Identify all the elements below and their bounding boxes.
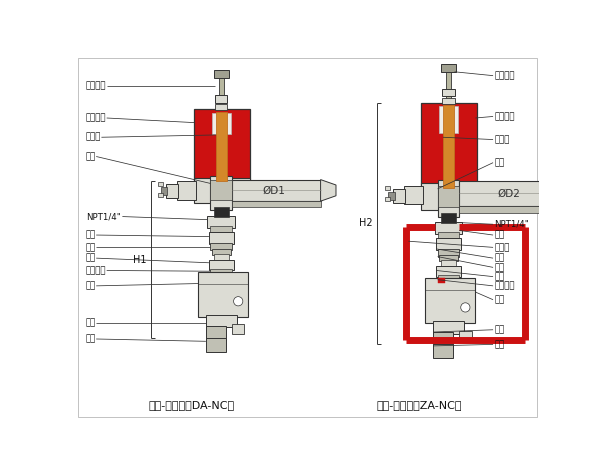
Bar — [441, 213, 456, 224]
Bar — [214, 206, 229, 217]
Text: 螺母: 螺母 — [494, 325, 505, 334]
Text: 螺套: 螺套 — [86, 335, 96, 344]
Bar — [208, 216, 235, 228]
Bar — [441, 260, 456, 267]
Text: ØD1: ØD1 — [262, 185, 285, 196]
Bar — [425, 278, 475, 323]
Text: 调节螺栓: 调节螺栓 — [86, 81, 106, 90]
Text: 防转: 防转 — [494, 263, 505, 272]
Text: H1: H1 — [133, 255, 146, 265]
Bar — [194, 178, 250, 203]
Bar — [214, 70, 229, 78]
Bar — [437, 275, 459, 280]
Bar — [232, 324, 244, 334]
Bar — [437, 249, 459, 257]
Bar — [219, 70, 224, 102]
Polygon shape — [320, 180, 336, 201]
Bar — [214, 253, 229, 261]
Text: 阀芯: 阀芯 — [86, 254, 96, 263]
Text: 密封填料: 密封填料 — [86, 266, 106, 275]
Bar — [436, 266, 461, 277]
Text: 调节螺栓: 调节螺栓 — [494, 71, 515, 80]
Bar — [211, 269, 232, 274]
Bar — [442, 98, 455, 104]
Bar — [421, 102, 477, 188]
Bar — [232, 180, 320, 201]
Bar — [158, 182, 163, 186]
Bar — [437, 186, 459, 207]
Text: 连接头: 连接头 — [494, 243, 510, 252]
Bar — [198, 272, 248, 317]
Bar — [437, 232, 459, 240]
Bar — [216, 112, 227, 181]
Text: 活塞: 活塞 — [494, 158, 505, 167]
Circle shape — [461, 303, 470, 312]
Bar — [209, 260, 233, 270]
Bar — [215, 95, 227, 102]
Bar — [433, 332, 453, 346]
Bar — [436, 238, 461, 251]
Bar — [388, 192, 395, 200]
Bar — [232, 201, 320, 207]
Bar — [209, 232, 233, 244]
Bar — [206, 326, 226, 340]
Bar — [393, 189, 405, 203]
Bar — [442, 89, 455, 96]
Text: 防转: 防转 — [86, 243, 96, 252]
Bar — [404, 186, 423, 204]
Bar — [194, 109, 250, 182]
Text: ØD2: ØD2 — [497, 188, 520, 198]
Text: 压紧弹簧: 压紧弹簧 — [86, 113, 106, 123]
Text: NPT1/4": NPT1/4" — [86, 212, 121, 221]
Bar — [459, 206, 558, 213]
Text: 连接杆: 连接杆 — [494, 135, 510, 144]
Text: 阀体: 阀体 — [494, 295, 505, 304]
Bar — [446, 64, 451, 102]
Bar — [437, 278, 445, 283]
Bar — [459, 181, 558, 206]
Bar — [211, 176, 232, 210]
Bar — [211, 180, 232, 200]
Bar — [212, 113, 230, 134]
Bar — [433, 345, 453, 358]
Bar — [421, 183, 477, 211]
Text: 密封填料: 密封填料 — [494, 282, 515, 290]
Bar — [437, 180, 459, 217]
Bar — [385, 197, 390, 201]
Bar — [161, 188, 167, 195]
Text: 连接杆: 连接杆 — [86, 133, 101, 142]
Bar — [166, 184, 178, 198]
Text: 接头: 接头 — [86, 231, 96, 240]
Text: 螺母: 螺母 — [86, 318, 96, 327]
Bar — [212, 249, 230, 255]
Text: 活塞: 活塞 — [86, 152, 96, 161]
Bar — [211, 243, 232, 251]
Bar — [211, 226, 232, 234]
Text: NPT1/4": NPT1/4" — [494, 220, 529, 229]
Bar — [439, 255, 458, 261]
Text: 常闭-载重型（ZA-NC）: 常闭-载重型（ZA-NC） — [376, 400, 462, 410]
Circle shape — [233, 297, 243, 306]
Bar — [443, 105, 454, 188]
Text: 阀芯: 阀芯 — [494, 272, 505, 281]
Bar — [158, 194, 163, 197]
Text: H2: H2 — [359, 219, 372, 228]
Polygon shape — [558, 181, 573, 206]
Bar — [434, 222, 462, 234]
Bar — [439, 106, 458, 133]
Bar — [206, 315, 236, 328]
Bar — [441, 64, 456, 72]
Bar — [385, 186, 390, 189]
Bar — [176, 181, 196, 200]
Text: 接头: 接头 — [494, 254, 505, 263]
Text: 压紧弹簧: 压紧弹簧 — [494, 112, 515, 121]
Text: 螺套: 螺套 — [494, 340, 505, 349]
Text: 支架: 支架 — [494, 231, 505, 240]
Bar — [433, 321, 464, 334]
Text: 常闭-常规型（DA-NC）: 常闭-常规型（DA-NC） — [149, 400, 235, 410]
Bar — [206, 338, 226, 352]
Bar — [215, 104, 227, 110]
Text: 阀体: 阀体 — [86, 282, 96, 290]
Bar — [459, 330, 472, 340]
